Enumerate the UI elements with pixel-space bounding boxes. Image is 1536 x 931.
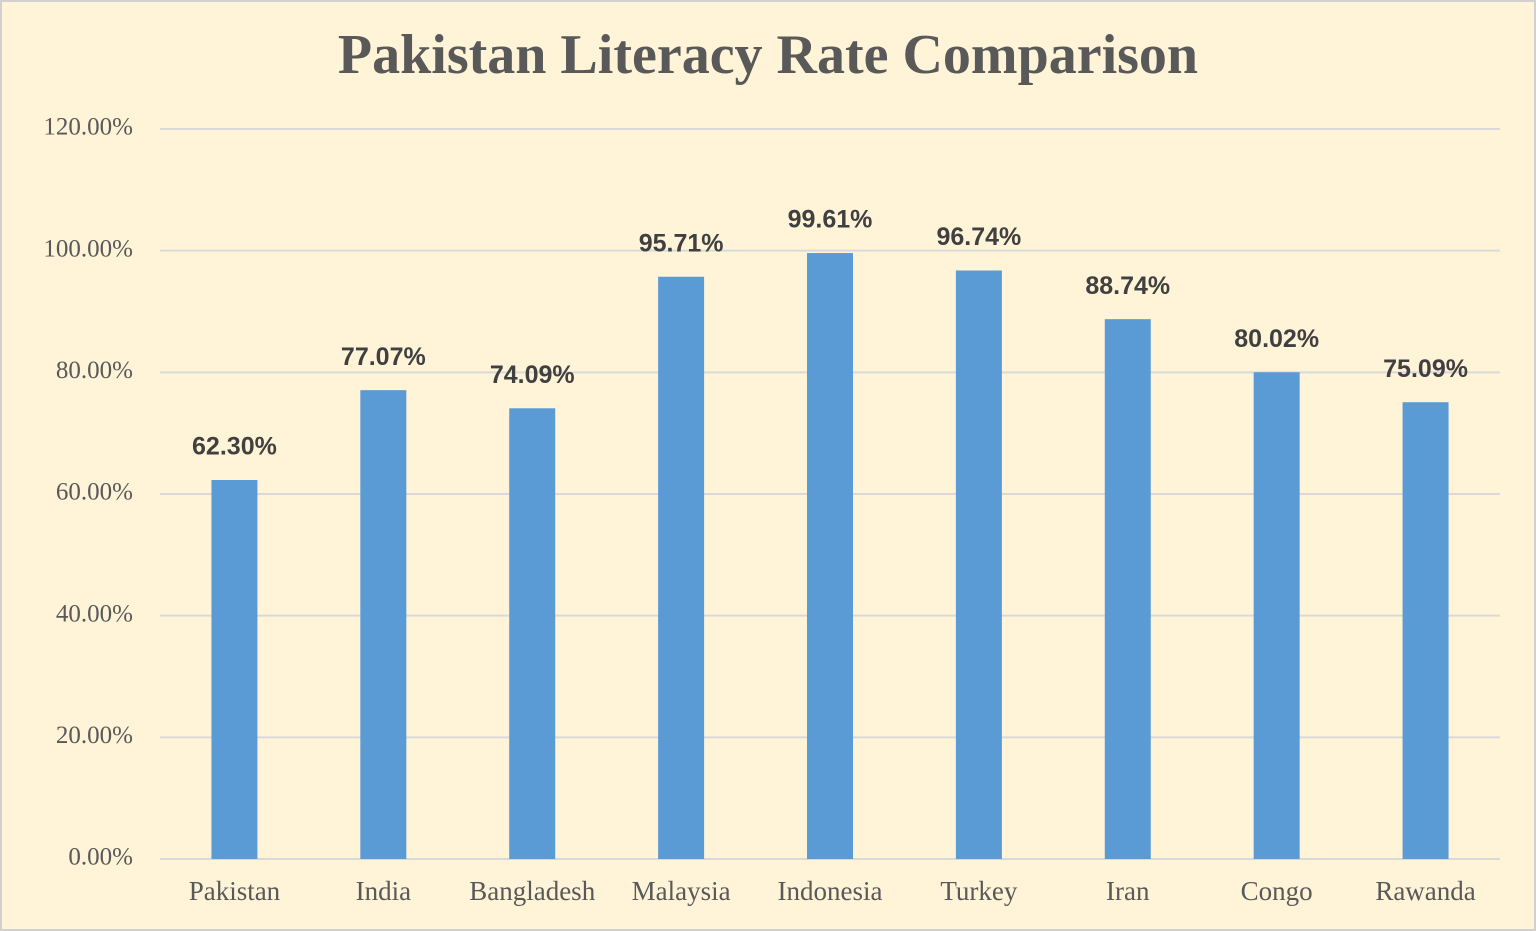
x-tick-label: Turkey bbox=[940, 876, 1018, 906]
bar bbox=[1104, 319, 1151, 859]
data-label: 88.74% bbox=[1085, 272, 1170, 300]
y-tick-label: 120.00% bbox=[43, 114, 133, 141]
bar bbox=[658, 276, 705, 859]
bar bbox=[1253, 372, 1300, 859]
y-tick-label: 40.00% bbox=[56, 600, 133, 627]
x-tick-label: Bangladesh bbox=[469, 876, 595, 906]
bar bbox=[955, 270, 1002, 860]
x-tick-label: India bbox=[356, 876, 411, 906]
bar bbox=[211, 480, 258, 859]
bar bbox=[360, 390, 407, 859]
x-tick-label: Indonesia bbox=[778, 876, 883, 906]
x-tick-label: Malaysia bbox=[632, 876, 731, 906]
data-label: 62.30% bbox=[192, 433, 277, 461]
data-label: 95.71% bbox=[639, 229, 724, 257]
y-tick-label: 60.00% bbox=[56, 479, 133, 506]
data-label: 96.74% bbox=[936, 223, 1021, 251]
x-tick-label: Pakistan bbox=[189, 876, 281, 906]
bar bbox=[807, 253, 853, 859]
x-tick-label: Iran bbox=[1106, 876, 1150, 906]
y-tick-label: 100.00% bbox=[43, 235, 133, 262]
y-tick-label: 0.00% bbox=[68, 844, 133, 871]
data-label: 74.09% bbox=[490, 361, 575, 389]
x-tick-label: Congo bbox=[1241, 876, 1313, 906]
y-tick-label: 20.00% bbox=[56, 722, 133, 749]
x-tick-label: Rawanda bbox=[1375, 876, 1475, 906]
data-label: 99.61% bbox=[788, 206, 873, 234]
y-tick-label: 80.00% bbox=[56, 357, 133, 384]
bar bbox=[1402, 402, 1449, 859]
data-label: 75.09% bbox=[1383, 355, 1468, 383]
bar bbox=[509, 408, 556, 859]
chart-title: Pakistan Literacy Rate Comparison bbox=[338, 24, 1198, 86]
data-label: 77.07% bbox=[341, 343, 426, 371]
data-label: 80.02% bbox=[1234, 325, 1319, 353]
